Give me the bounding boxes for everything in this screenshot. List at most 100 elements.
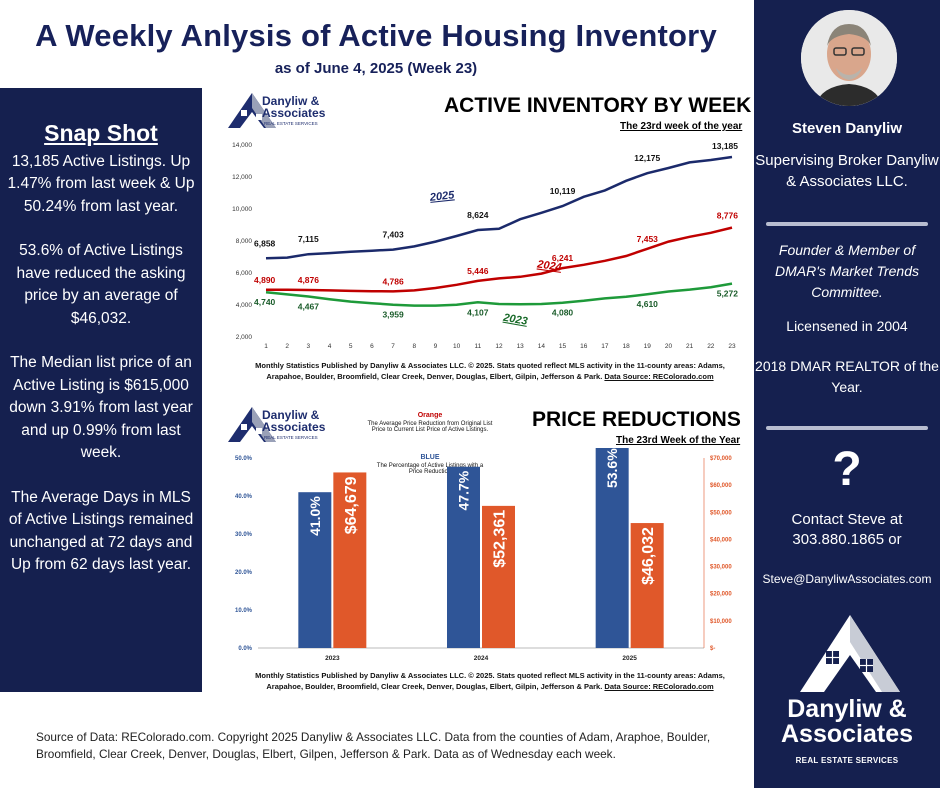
x-tick-label: 5 [349,343,353,350]
data-label: 4,740 [254,297,276,307]
brand-tagline: REAL ESTATE SERVICES [795,756,899,765]
x-tick-label: 16 [580,343,588,350]
y-right-tick-label: $50,000 [710,510,732,516]
email-link[interactable]: Steve@DanyliwAssociates.com [762,572,932,586]
y-right-tick-label: $10,000 [710,619,732,625]
x-tick-label: 20 [665,343,673,350]
avatar [801,10,897,106]
snapshot-median-price: The Median list price of an Active Listi… [9,354,193,461]
bar-blue-2025 [595,448,629,648]
page-title: A Weekly Anlysis of Active Housing Inven… [35,18,717,53]
bar-chart-canvas: 0.0% 10.0% 20.0% 30.0% 40.0% 50.0% $- $10,000 $2… [235,448,732,662]
snapshot-panel: Snap Shot 13,185 Active Listings. Up 1.4… [0,88,202,692]
data-label: 4,467 [298,302,320,312]
y-left-tick-label: 40.0% [235,494,253,500]
price-chart-source-link[interactable]: Data Source: REColorado.com [604,682,714,691]
y-tick-label: 8,000 [236,238,253,245]
y-left-tick-label: 0.0% [238,646,252,652]
divider [766,222,928,226]
brand-line2: Associates [780,720,914,748]
bar-blue-2023 [298,492,332,648]
chart-brand: Danyliw & Associates [262,409,325,433]
chart-brand-sub: REAL ESTATE SERVICES [264,121,318,126]
snapshot-heading: Snap Shot [44,120,158,146]
x-tick-label: 14 [538,343,546,350]
data-label: 12,175 [634,153,660,163]
y-right-tick-label: $70,000 [710,456,732,462]
data-label: 4,786 [382,276,404,286]
series-line-2023 [265,282,733,307]
category-label: 2023 [325,655,340,662]
price-reduction-chart: Danyliw & Associates REAL ESTATE SERVICES… [222,404,752,694]
x-tick-label: 21 [686,343,694,350]
inventory-chart-source-link[interactable]: Data Source: REColorado.com [604,372,714,381]
price-chart-note: Monthly Statistics Published by Danyliw … [240,670,740,692]
x-tick-label: 23 [728,343,736,350]
x-tick-label: 10 [453,343,461,350]
profile-panel: Steven Danyliw Supervising Broker Danyli… [754,0,940,788]
y-tick-label: 12,000 [232,174,252,181]
data-label: 5,446 [467,266,489,276]
bar-orange-label: $46,032 [640,527,657,585]
y-left-tick-label: 50.0% [235,456,253,462]
series-name-2025: 2025 [428,189,455,204]
bar-orange-label: $52,361 [492,510,509,568]
y-tick-label: 2,000 [236,334,253,341]
house-logo-icon [228,93,276,128]
y-right-tick-label: $- [710,646,715,652]
series-line-2024 [266,226,733,293]
price-reduction-title: PRICE REDUCTIONS [532,408,741,431]
chart-brand: Danyliw & Associates [262,95,325,119]
y-tick-label: 10,000 [232,206,252,213]
house-logo-icon [228,407,276,442]
data-label: 4,890 [254,275,276,285]
data-label: 8,624 [467,210,489,220]
y-tick-label: 6,000 [236,270,253,277]
legend-orange-desc: The Average Price Reduction from Origina… [367,421,493,433]
data-label: 3,959 [382,310,404,320]
brand-name: Danyliw & Associates [754,697,940,747]
data-label: 4,876 [298,275,320,285]
profile-name: Steven Danyliw [791,120,903,137]
chart-brand-line1: Danyliw & [262,94,320,108]
data-label: 6,858 [254,238,276,248]
data-label: 4,080 [552,308,574,318]
x-tick-label: 2 [285,343,289,350]
y-left-tick-label: 10.0% [235,608,253,614]
x-tick-label: 7 [391,343,395,350]
bar-blue-label: 41.0% [307,496,323,536]
x-tick-label: 3 [307,343,311,350]
question-icon: ? [832,443,862,496]
category-label: 2024 [474,655,489,662]
y-right-tick-label: $30,000 [710,565,732,571]
legend-blue-desc: The Percentage of Active Listings with a… [376,463,484,475]
brand-line1: Danyliw & [787,695,907,723]
x-tick-label: 18 [622,343,630,350]
x-tick-label: 13 [517,343,525,350]
snapshot-price-reduced: 53.6% of Active Listings have reduced th… [16,242,186,327]
x-tick-label: 8 [412,343,416,350]
chart-brand-line2: Associates [262,106,326,120]
data-label: 8,776 [717,211,739,221]
inventory-chart-note-text: Monthly Statistics Published by Danyliw … [255,361,725,381]
x-tick-label: 1 [264,343,268,350]
x-tick-label: 19 [644,343,652,350]
data-label: 7,453 [637,234,659,244]
x-tick-label: 12 [495,343,503,350]
legend-orange-name: Orange [417,412,443,419]
inventory-chart-title: ACTIVE INVENTORY BY WEEK [444,94,752,117]
source-footer: Source of Data: REColorado.com. Copyrigh… [36,730,711,761]
price-chart-note-text: Monthly Statistics Published by Danyliw … [255,671,725,691]
bar-orange-2024 [482,505,515,648]
bar-orange-label: $64,679 [343,476,360,534]
data-label: 6,241 [552,253,574,263]
bar-orange-2023 [333,472,367,648]
y-right-tick-label: $20,000 [710,592,732,598]
x-tick-label: 22 [707,343,715,350]
bar-blue-2024 [447,466,480,648]
chart-brand-line1: Danyliw & [262,408,320,422]
snapshot-active-listings: 13,185 Active Listings. Up 1.47% from la… [7,152,195,215]
inventory-chart: Danyliw & Associates REAL ESTATE SERVICES… [222,90,752,390]
profile-licensed: Licensened in 2004 [786,318,908,334]
